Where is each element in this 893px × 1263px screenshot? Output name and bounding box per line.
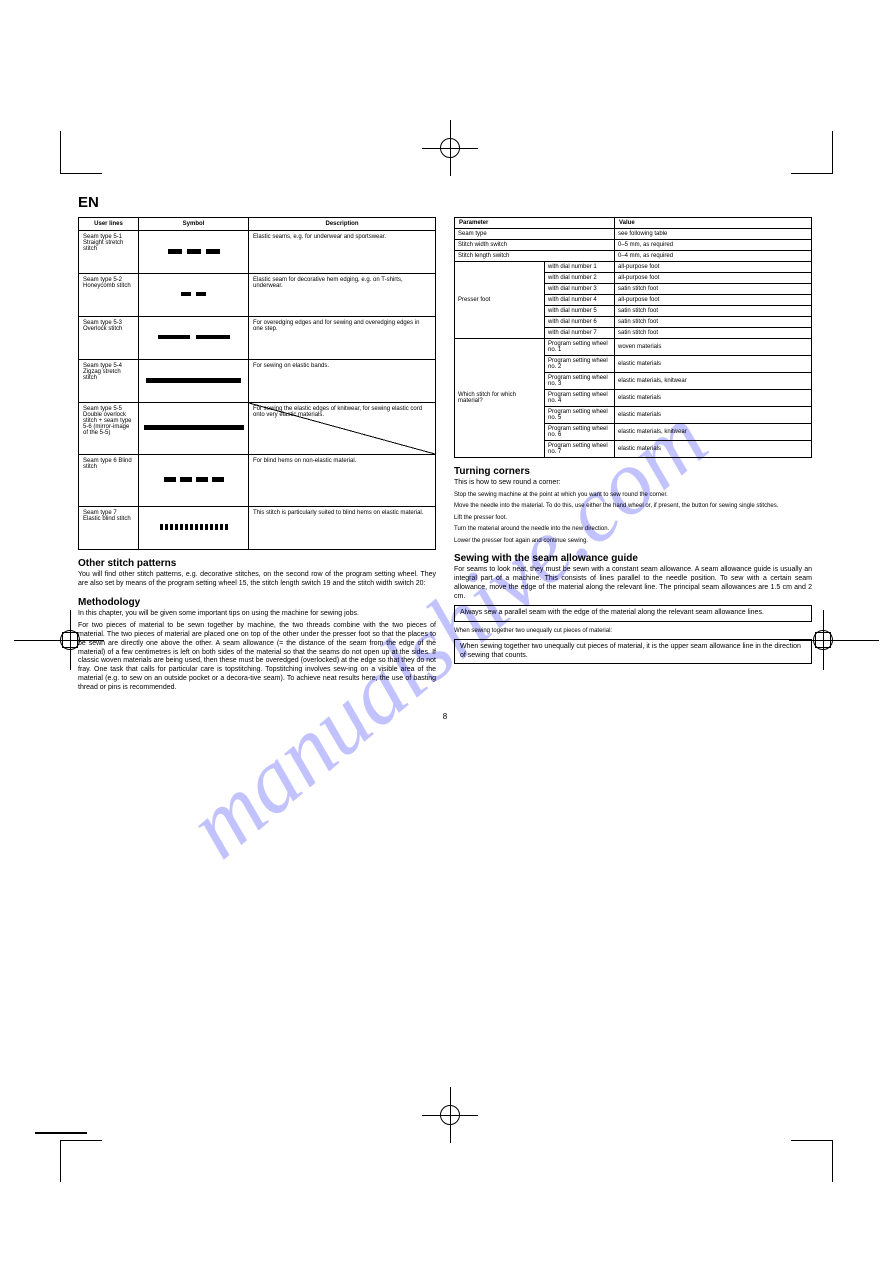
sym-3: [139, 360, 249, 403]
ws3k: Program setting wheel no. 4: [545, 390, 615, 407]
d5: For blind hems on non-elastic material.: [249, 455, 436, 507]
table-row: Seam type 5-3 Overlock stitch For overed…: [79, 317, 436, 360]
table-row: Seam typesee following table: [455, 229, 812, 240]
sk1: Stitch width switch: [455, 240, 615, 251]
table-row: Seam type 5-4 Zigzag stretch stitch For …: [79, 360, 436, 403]
sk2: Stitch length switch: [455, 251, 615, 262]
specs-table: Parameter Value Seam typesee following t…: [454, 217, 812, 458]
corners-title: Turning corners: [454, 466, 812, 477]
u1: Seam type 5-2 Honeycomb stitch: [79, 274, 139, 317]
other-stitches-text: You will find other stitch patterns, e.g…: [78, 571, 436, 589]
table-row: Stitch width switch0–5 mm, as required: [455, 240, 812, 251]
pf6k: with dial number 7: [545, 328, 615, 339]
ws1v: elastic materials: [615, 356, 812, 373]
reg-cross-bottom: [422, 1087, 478, 1143]
u4: Seam type 5-5 Double overlock stitch + s…: [79, 403, 139, 455]
table-row: Seam type 6 Blind stitch For blind hems …: [79, 455, 436, 507]
corners-b2: Lift the presser foot.: [454, 515, 812, 523]
corners-b4: Lower the presser foot again and continu…: [454, 538, 812, 546]
uh1: Symbol: [139, 218, 249, 231]
user-lines-table: User lines Symbol Description Seam type …: [78, 217, 436, 550]
pf4k: with dial number 5: [545, 306, 615, 317]
pf0k: with dial number 1: [545, 262, 615, 273]
methodology-p2: For two pieces of material to be sewn to…: [78, 622, 436, 692]
d4: For sewing the elastic edges of knitwear…: [249, 403, 436, 455]
sym-5: [139, 455, 249, 507]
sym-0: [139, 231, 249, 274]
reg-cross-top: [422, 120, 478, 176]
pf3k: with dial number 4: [545, 295, 615, 306]
d1: Elastic seam for decorative hem edging, …: [249, 274, 436, 317]
sym-4: [139, 403, 249, 455]
d6: This stitch is particularly suited to bl…: [249, 507, 436, 550]
table-row: Presser foot with dial number 1 all-purp…: [455, 262, 812, 273]
ws3v: elastic materials: [615, 390, 812, 407]
corners-b0: Stop the sewing machine at the point at …: [454, 492, 812, 500]
corners-text: This is how to sew round a corner:: [454, 479, 812, 488]
ws4k: Program setting wheel no. 5: [545, 407, 615, 424]
u3: Seam type 5-4 Zigzag stretch stitch: [79, 360, 139, 403]
ws0k: Program setting wheel no. 1: [545, 339, 615, 356]
table-row: Which stitch for which material? Program…: [455, 339, 812, 356]
sk0: Seam type: [455, 229, 615, 240]
ws1k: Program setting wheel no. 2: [545, 356, 615, 373]
d0: Elastic seams, e.g. for underwear and sp…: [249, 231, 436, 274]
u6: Seam type 7 Elastic blind stitch: [79, 507, 139, 550]
seam-allowance-title: Sewing with the seam allowance guide: [454, 553, 812, 564]
ws-label: Which stitch for which material?: [455, 339, 545, 458]
ws0v: woven materials: [615, 339, 812, 356]
u5: Seam type 6 Blind stitch: [79, 455, 139, 507]
pf6v: satin stitch foot: [615, 328, 812, 339]
pf3v: all-purpose foot: [615, 295, 812, 306]
ws4v: elastic materials: [615, 407, 812, 424]
table-row: Stitch length switch0–4 mm, as required: [455, 251, 812, 262]
sh0: Parameter: [455, 218, 615, 229]
sym-1: [139, 274, 249, 317]
ws6k: Program setting wheel no. 7: [545, 441, 615, 458]
pf2v: satin stitch foot: [615, 284, 812, 295]
pf5k: with dial number 6: [545, 317, 615, 328]
ws6v: elastic materials: [615, 441, 812, 458]
table-row: Seam type 7 Elastic blind stitch This st…: [79, 507, 436, 550]
seam-allowance-text: For seams to look neat, they must be sew…: [454, 566, 812, 601]
page-number: 8: [78, 712, 812, 721]
ws2k: Program setting wheel no. 3: [545, 373, 615, 390]
pf2k: with dial number 3: [545, 284, 615, 295]
hint-box-2: When sewing together two unequally cut p…: [454, 639, 812, 664]
d2: For overedging edges and for sewing and …: [249, 317, 436, 360]
sym-2: [139, 317, 249, 360]
sym-6: [139, 507, 249, 550]
sv0: see following table: [615, 229, 812, 240]
methodology-title: Methodology: [78, 597, 436, 608]
pf0v: all-purpose foot: [615, 262, 812, 273]
uh0: User lines: [79, 218, 139, 231]
u2: Seam type 5-3 Overlock stitch: [79, 317, 139, 360]
d3: For sewing on elastic bands.: [249, 360, 436, 403]
sv2: 0–4 mm, as required: [615, 251, 812, 262]
sh1: Value: [615, 218, 812, 229]
table-row: Seam type 5-1 Straight stretch stitch El…: [79, 231, 436, 274]
hint-box-1: Always sew a parallel seam with the edge…: [454, 605, 812, 621]
corners-b3: Turn the material around the needle into…: [454, 526, 812, 534]
ws5k: Program setting wheel no. 6: [545, 424, 615, 441]
u0: Seam type 5-1 Straight stretch stitch: [79, 231, 139, 274]
methodology-p1: In this chapter, you will be given some …: [78, 610, 436, 619]
ws2v: elastic materials, knitwear: [615, 373, 812, 390]
other-stitches-title: Other stitch patterns: [78, 558, 436, 569]
pf1k: with dial number 2: [545, 273, 615, 284]
sv1: 0–5 mm, as required: [615, 240, 812, 251]
corners-b1: Move the needle into the material. To do…: [454, 503, 812, 511]
pf4v: satin stitch foot: [615, 306, 812, 317]
ws5v: elastic materials, knitwear: [615, 424, 812, 441]
page-title: EN: [78, 194, 812, 211]
uh2: Description: [249, 218, 436, 231]
table-row: User lines Symbol Description: [79, 218, 436, 231]
pf-label: Presser foot: [455, 262, 545, 339]
table-row: Parameter Value: [455, 218, 812, 229]
seam-allowance-between: When sewing together two unequally cut p…: [454, 628, 812, 636]
table-row: Seam type 5-2 Honeycomb stitch Elastic s…: [79, 274, 436, 317]
pf1v: all-purpose foot: [615, 273, 812, 284]
pf5v: satin stitch foot: [615, 317, 812, 328]
table-row: Seam type 5-5 Double overlock stitch + s…: [79, 403, 436, 455]
